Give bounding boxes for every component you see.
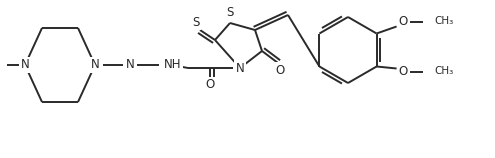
Text: N: N [126, 58, 134, 72]
Text: O: O [398, 15, 407, 28]
Text: S: S [193, 15, 199, 28]
Text: NH: NH [164, 58, 182, 72]
Text: O: O [205, 79, 215, 91]
Text: N: N [21, 58, 29, 72]
Text: O: O [275, 64, 285, 76]
Text: N: N [91, 58, 99, 72]
Text: N: N [236, 61, 245, 75]
Text: S: S [226, 6, 234, 19]
Text: CH₃: CH₃ [435, 16, 454, 27]
Text: CH₃: CH₃ [435, 67, 454, 76]
Text: O: O [398, 65, 407, 78]
